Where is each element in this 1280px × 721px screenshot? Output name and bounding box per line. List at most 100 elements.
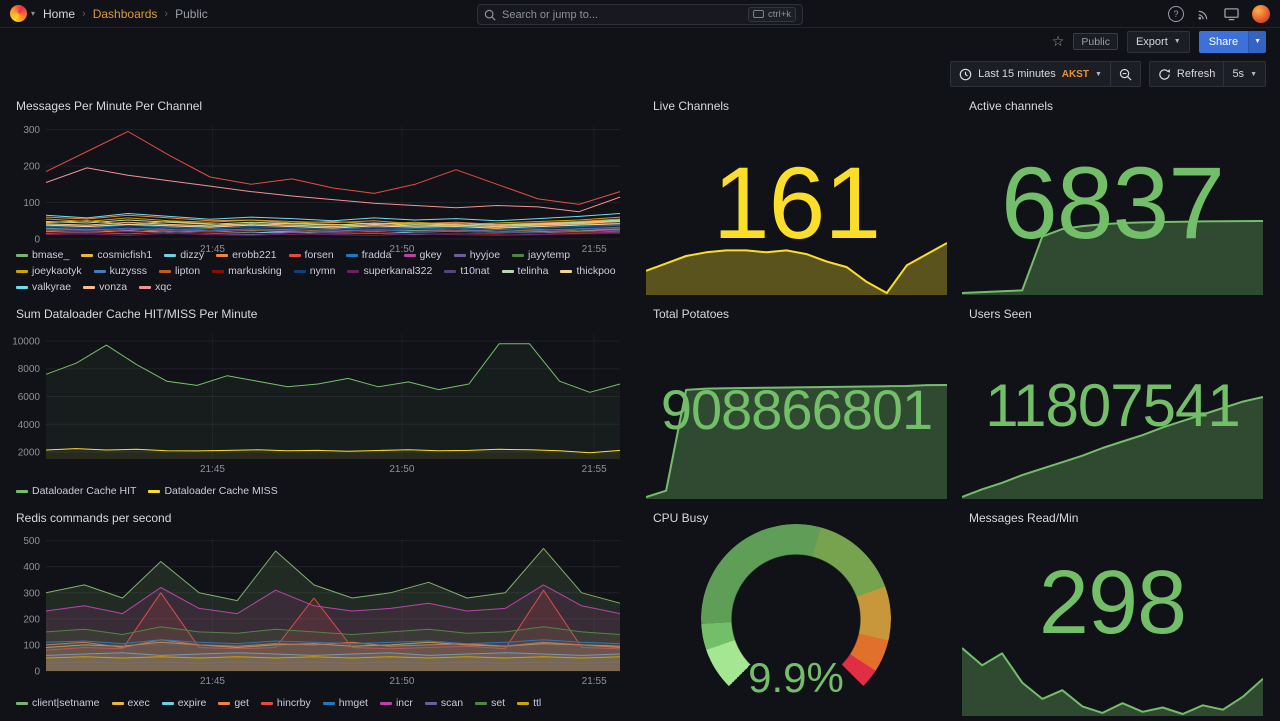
legend-item[interactable]: scan: [424, 697, 463, 709]
legend-item[interactable]: valkyrae: [16, 281, 71, 293]
legend-item[interactable]: xqc: [139, 281, 171, 293]
legend-item[interactable]: cosmicfish1: [81, 249, 152, 261]
sparkline: [961, 395, 1264, 499]
legend-swatch: [16, 285, 28, 289]
legend-item[interactable]: kuzysss: [93, 265, 147, 277]
help-icon[interactable]: ?: [1168, 5, 1184, 22]
timeseries-chart[interactable]: 0 100 200 300 21:45 21:50 21:55: [10, 120, 626, 255]
legend-item[interactable]: hmget: [322, 697, 368, 709]
breadcrumb-home[interactable]: Home: [43, 6, 76, 21]
legend-item[interactable]: Dataloader Cache HIT: [16, 485, 136, 497]
search-icon: [484, 9, 496, 21]
legend-label: telinha: [517, 265, 549, 277]
legend-item[interactable]: hyyjoe: [453, 249, 501, 261]
legend-label: valkyrae: [32, 281, 72, 293]
gauge-value: 9.9%: [748, 654, 844, 701]
refresh-icon: [1159, 68, 1170, 80]
legend-swatch: [111, 701, 124, 705]
panel-title[interactable]: Messages Per Minute Per Channel: [16, 99, 203, 113]
legend-swatch: [501, 269, 514, 273]
zoom-out-button[interactable]: [1109, 62, 1140, 86]
legend-label: dizzy: [180, 249, 205, 261]
legend-item[interactable]: markusking: [212, 265, 282, 277]
legend-swatch: [293, 269, 306, 273]
legend-item[interactable]: jayytemp: [512, 249, 570, 261]
legend-label: joeykaotyk: [32, 265, 82, 277]
gauge-arc: [701, 524, 891, 714]
legend-swatch: [560, 269, 573, 273]
breadcrumb-dashboards[interactable]: Dashboards: [92, 6, 158, 21]
search-bar[interactable]: ctrl+k: [477, 4, 803, 25]
svg-text:21:50: 21:50: [389, 244, 414, 254]
legend-item[interactable]: thickpoo: [560, 265, 616, 277]
legend-item[interactable]: superkanal322: [347, 265, 432, 277]
star-icon[interactable]: ☆: [1051, 33, 1065, 49]
legend-item[interactable]: vonza: [83, 281, 127, 293]
legend-item[interactable]: Dataloader Cache MISS: [148, 485, 278, 497]
legend-item[interactable]: gkey: [403, 249, 442, 261]
sparkline: [961, 219, 1264, 295]
public-tag[interactable]: Public: [1073, 33, 1118, 50]
legend-item[interactable]: lipton: [158, 265, 201, 277]
clock-icon: [959, 68, 972, 80]
share-button[interactable]: Share ▼: [1198, 30, 1266, 53]
panel-title[interactable]: CPU Busy: [653, 511, 709, 525]
legend-swatch: [322, 701, 335, 705]
panel-active-channels: Active channels 6837: [961, 96, 1264, 296]
legend-swatch: [345, 253, 358, 257]
svg-text:100: 100: [23, 198, 40, 209]
panel-title[interactable]: Active channels: [969, 99, 1054, 113]
user-avatar[interactable]: [1252, 4, 1270, 23]
news-rss-icon[interactable]: [1197, 7, 1211, 21]
legend-item[interactable]: exec: [111, 697, 150, 709]
refresh-button[interactable]: Refresh: [1150, 62, 1224, 86]
refresh-interval-dropdown[interactable]: 5s ▼: [1223, 62, 1265, 86]
monitor-icon[interactable]: [1224, 7, 1239, 21]
breadcrumb-public[interactable]: Public: [175, 6, 208, 21]
legend-swatch: [403, 253, 416, 257]
chevron-down-icon[interactable]: ▼: [1248, 30, 1266, 53]
legend-item[interactable]: telinha: [501, 265, 549, 277]
time-range-picker[interactable]: Last 15 minutes AKST ▼: [951, 62, 1110, 86]
legend-item[interactable]: set: [475, 697, 505, 709]
legend-item[interactable]: forsen: [288, 249, 334, 261]
panel-title[interactable]: Sum Dataloader Cache HIT/MISS Per Minute: [16, 307, 258, 321]
export-button[interactable]: Export ▼: [1126, 30, 1190, 53]
search-input[interactable]: [502, 8, 743, 21]
legend-label: get: [234, 697, 249, 709]
chevron-down-icon[interactable]: ▾: [31, 9, 36, 18]
breadcrumb-separator: ›: [164, 7, 169, 20]
top-nav: ▾ Home › Dashboards › Public ctrl+k ?: [0, 0, 1280, 28]
legend-item[interactable]: expire: [161, 697, 206, 709]
legend-item[interactable]: dizzy: [164, 249, 204, 261]
legend-item[interactable]: erobb221: [216, 249, 277, 261]
legend-label: vonza: [99, 281, 128, 293]
legend-item[interactable]: ttl: [517, 697, 541, 709]
legend-label: hyyjoe: [469, 249, 501, 261]
legend-swatch: [288, 253, 301, 257]
legend-item[interactable]: t10nat: [444, 265, 490, 277]
legend-item[interactable]: bmase_: [16, 249, 69, 261]
legend-label: xqc: [155, 281, 172, 293]
legend-item[interactable]: nymn: [293, 265, 335, 277]
panel-title[interactable]: Total Potatoes: [653, 307, 730, 321]
legend-item[interactable]: hincrby: [260, 697, 311, 709]
grafana-logo-icon[interactable]: [10, 5, 27, 22]
panel-messages-read: Messages Read/Min 298: [961, 508, 1264, 720]
legend-item[interactable]: get: [218, 697, 249, 709]
legend-item[interactable]: joeykaotyk: [16, 265, 82, 277]
panel-title[interactable]: Users Seen: [969, 307, 1032, 321]
panel-title[interactable]: Redis commands per second: [16, 511, 172, 525]
timeseries-chart[interactable]: 0 100 200 300 400 500 21:45 21:50 21:55: [10, 532, 626, 687]
legend-item[interactable]: fradda: [345, 249, 392, 261]
svg-text:6000: 6000: [18, 392, 41, 403]
legend-label: lipton: [174, 265, 201, 277]
panel-title[interactable]: Live Channels: [653, 99, 730, 113]
legend-item[interactable]: incr: [379, 697, 413, 709]
legend-item[interactable]: client|setname: [16, 697, 100, 709]
sparkline: [645, 383, 948, 499]
panel-dataloader-cache: Sum Dataloader Cache HIT/MISS Per Minute…: [8, 304, 632, 500]
keyboard-icon: [753, 10, 764, 19]
timeseries-chart[interactable]: 2000 4000 6000 8000 10000 21:45 21:50 21:55: [10, 328, 626, 475]
panel-title[interactable]: Messages Read/Min: [969, 511, 1079, 525]
